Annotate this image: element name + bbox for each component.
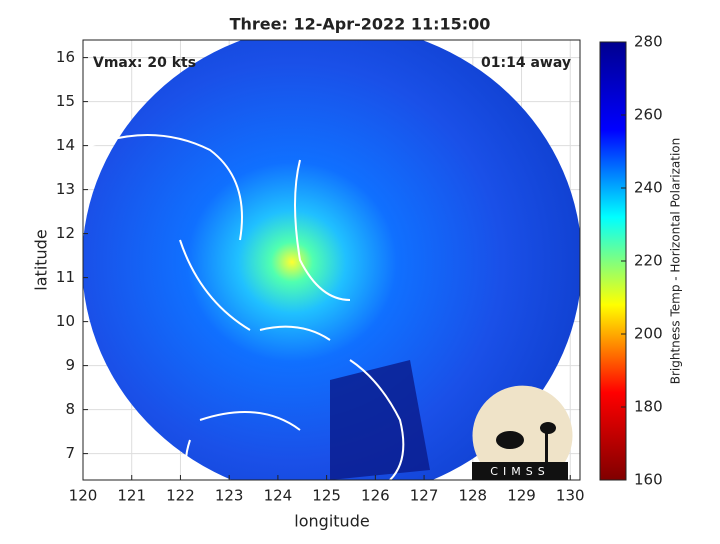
annotation: 01:14 away bbox=[481, 55, 571, 71]
axes-frame bbox=[82, 39, 581, 481]
x-tick-label: 124 bbox=[264, 487, 293, 505]
x-tick-label: 125 bbox=[312, 487, 341, 505]
y-tick-label: 13 bbox=[56, 180, 75, 198]
colorbar-tick-label: 200 bbox=[634, 325, 663, 343]
colorbar-tick-label: 260 bbox=[634, 106, 663, 124]
colorbar-tick-label: 220 bbox=[634, 252, 663, 270]
x-tick-label: 122 bbox=[166, 487, 195, 505]
y-tick-label: 8 bbox=[65, 400, 75, 418]
logo-text: CIMSS bbox=[490, 465, 549, 478]
swath-disc bbox=[83, 40, 580, 480]
x-tick-label: 123 bbox=[215, 487, 244, 505]
y-tick-label: 9 bbox=[65, 356, 75, 374]
y-tick-label: 14 bbox=[56, 136, 75, 154]
colorbar-tick-label: 240 bbox=[634, 179, 663, 197]
colorbar-tick-label: 280 bbox=[634, 33, 663, 51]
annotation: Vmax: 20 kts bbox=[93, 55, 196, 71]
x-tick-label: 129 bbox=[507, 487, 536, 505]
logo-base bbox=[472, 462, 568, 480]
x-tick-label: 126 bbox=[361, 487, 390, 505]
y-axis-label: latitude bbox=[32, 229, 51, 290]
x-tick-label: 128 bbox=[458, 487, 487, 505]
y-tick-label: 12 bbox=[56, 224, 75, 242]
y-tick-label: 7 bbox=[65, 444, 75, 462]
logo-dish bbox=[496, 431, 524, 449]
colorbar-label: Brightness Temp - Horizontal Polarizatio… bbox=[669, 138, 683, 385]
y-tick-label: 11 bbox=[56, 268, 75, 286]
coastline bbox=[83, 134, 405, 480]
cold-region bbox=[330, 360, 430, 480]
x-tick-label: 127 bbox=[410, 487, 439, 505]
y-tick-label: 15 bbox=[56, 92, 75, 110]
x-axis-label: longitude bbox=[294, 512, 369, 531]
logo: CIMSS bbox=[472, 385, 573, 480]
logo-tower bbox=[545, 428, 548, 462]
y-tick-label: 10 bbox=[56, 312, 75, 330]
colorbar-tick-label: 160 bbox=[634, 471, 663, 489]
swath bbox=[83, 40, 580, 480]
colorbar-tick-label: 180 bbox=[634, 398, 663, 416]
chart-title: Three: 12-Apr-2022 11:15:00 bbox=[230, 15, 491, 34]
logo-tank bbox=[540, 422, 556, 434]
y-tick-label: 16 bbox=[56, 48, 75, 66]
x-tick-label: 120 bbox=[69, 487, 98, 505]
x-tick-label: 130 bbox=[556, 487, 585, 505]
x-tick-label: 121 bbox=[117, 487, 146, 505]
